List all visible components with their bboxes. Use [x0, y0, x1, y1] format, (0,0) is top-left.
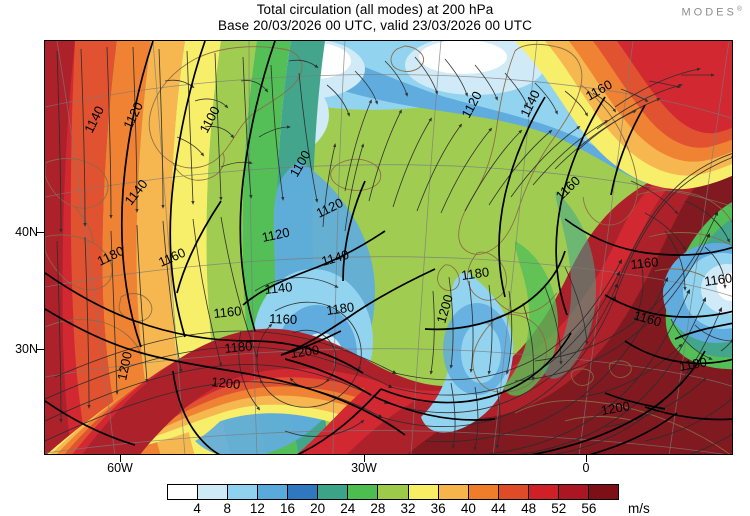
contour-label: 1120 — [261, 224, 291, 244]
colorbar-unit-label: m/s — [628, 501, 650, 516]
colorbar-tick-label: 48 — [521, 501, 537, 516]
colorbar-tick-label: 28 — [370, 501, 386, 516]
colorbar-swatch — [588, 485, 618, 499]
colorbar-tick-label: 36 — [430, 501, 446, 516]
colorbar-swatch — [198, 485, 229, 499]
contour-label: 1200 — [211, 374, 241, 392]
colorbar-swatch — [318, 485, 349, 499]
colorbar-swatches — [167, 484, 619, 500]
colorbar-swatch — [348, 485, 379, 499]
map-plot-area: 1100 1120 1140 1140 1100 1120 1120 1160 … — [44, 40, 733, 455]
colorbar-swatch — [408, 485, 439, 499]
colorbar-swatch — [528, 485, 559, 499]
colorbar-tick-label: 40 — [460, 501, 476, 516]
chart-subtitle: Base 20/03/2026 00 UTC, valid 23/03/2026… — [218, 18, 532, 33]
contour-label: 1160 — [632, 307, 663, 329]
colorbar-tick-label: 24 — [340, 501, 356, 516]
colorbar: 4 8 12 16 20 24 28 32 36 40 44 48 52 56 — [167, 484, 619, 516]
colorbar-tick-label: 8 — [223, 501, 232, 516]
contour-label: 1200 — [600, 398, 631, 418]
colorbar-tick-label: 32 — [400, 501, 416, 516]
colorbar-tick-label: 20 — [310, 501, 326, 516]
contour-label: 1180 — [224, 338, 253, 356]
colorbar-swatch — [498, 485, 529, 499]
contour-label: 1180 — [325, 299, 355, 318]
map-svg: 1100 1120 1140 1140 1100 1120 1120 1160 … — [45, 41, 733, 454]
colorbar-tick-label: 44 — [490, 501, 506, 516]
contour-label: 1140 — [264, 279, 293, 297]
colorbar-swatch — [258, 485, 289, 499]
x-axis-tick-60w — [120, 455, 122, 462]
contour-label: 1180 — [460, 264, 490, 283]
chart-title-block: Total circulation (all modes) at 200 hPa… — [0, 2, 750, 34]
colorbar-tick-label: 12 — [249, 501, 265, 516]
height-contour-lines — [45, 41, 732, 454]
contour-label: 1160 — [703, 270, 733, 289]
graticule — [45, 41, 732, 454]
colorbar-tick-label: 52 — [551, 501, 567, 516]
y-axis-tick-30n — [37, 349, 44, 351]
map-content: 1100 1120 1140 1140 1100 1120 1120 1160 … — [45, 41, 733, 454]
brand-name: MODES — [681, 6, 737, 19]
colorbar-swatch — [288, 485, 319, 499]
colorbar-swatch — [558, 485, 589, 499]
colorbar-swatch — [378, 485, 409, 499]
x-axis-tick-0 — [586, 455, 588, 462]
streamline-arrows — [45, 46, 732, 454]
colorbar-swatch — [168, 485, 199, 499]
x-axis-tick-30w — [364, 455, 366, 462]
colorbar-swatch — [228, 485, 259, 499]
y-axis-label-30n: 30N — [15, 342, 38, 356]
contour-label: 1200 — [114, 350, 135, 381]
contour-label: 1160 — [269, 311, 297, 327]
colorbar-tick-label: 4 — [193, 501, 201, 516]
contour-label: 1160 — [213, 303, 242, 321]
brand-mark: ® — [736, 6, 742, 13]
colorbar-tick-label: 56 — [581, 501, 597, 516]
contour-label: 1160 — [630, 254, 659, 272]
contour-label: 1180 — [678, 354, 708, 374]
x-axis-label-0: 0 — [582, 461, 590, 475]
modes-logo: MODES® — [681, 6, 742, 19]
page-title: Total circulation (all modes) at 200 hPa — [256, 2, 494, 17]
coastlines — [45, 43, 732, 454]
colorbar-swatch — [468, 485, 499, 499]
x-axis-label-30w: 30W — [351, 461, 377, 475]
contour-label: 1140 — [320, 247, 351, 269]
colorbar-swatch — [438, 485, 469, 499]
y-axis-label-40n: 40N — [15, 225, 38, 239]
colorbar-tick-label: 16 — [280, 501, 296, 516]
x-axis-label-60w: 60W — [107, 461, 133, 475]
y-axis-tick-40n — [37, 232, 44, 234]
contour-label: 1200 — [289, 342, 320, 361]
